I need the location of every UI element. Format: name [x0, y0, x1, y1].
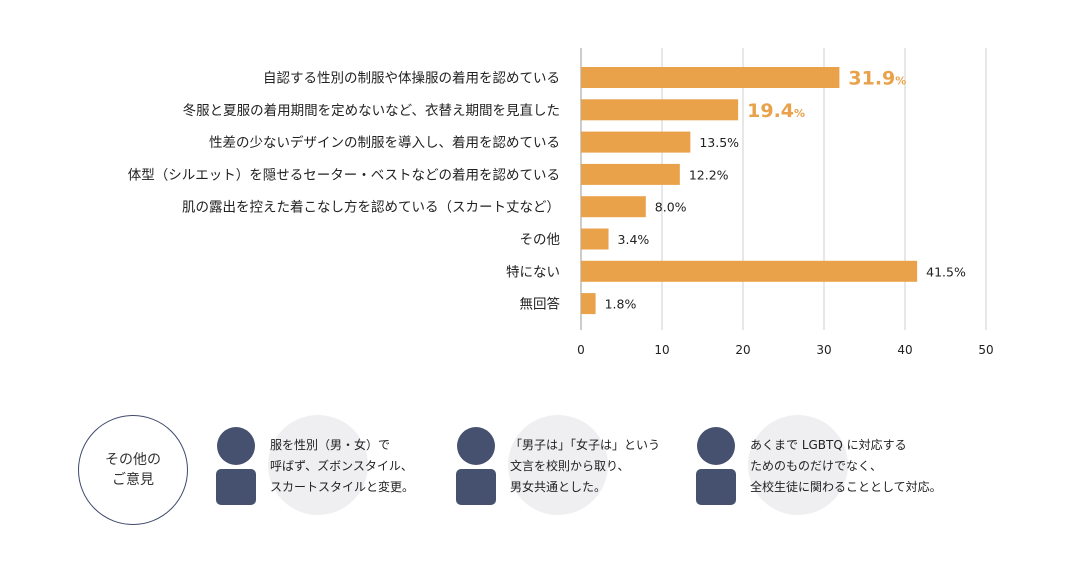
opinion-line: 服を性別（男・女）で [270, 438, 391, 452]
bar-chart: 0 10 20 30 40 50 自認する性別の制服や体操服の着用を認めている 31.9% 冬服… [128, 48, 994, 357]
badge-line-2: ご意見 [112, 472, 154, 488]
opinion-line: ためのものだけでなく、 [750, 459, 883, 473]
category-label: 肌の露出を控えた着こなし方を認めている（スカート丈など） [182, 199, 560, 216]
opinion-line: 「男子は」「女子は」という [510, 438, 661, 452]
opinion-line: 文言を校則から取り、 [510, 459, 630, 473]
person-icon [456, 427, 496, 505]
opinion-item-2: 「男子は」「女子は」という 文言を校則から取り、 男女共通とした。 [456, 415, 716, 515]
category-label: 性差の少ないデザインの制服を導入し、着用を認めている [209, 134, 560, 151]
opinion-bg-circle [508, 415, 608, 515]
value-label: 13.5% [699, 135, 739, 150]
badge-line-1: その他の [105, 452, 161, 468]
value-label: 1.8% [605, 297, 637, 312]
opinion-text: あくまで LGBTQ に対応する ためのものだけでなく、 全校生徒に関わることと… [750, 435, 942, 498]
bar [581, 228, 609, 250]
opinion-bg-circle [268, 415, 368, 515]
x-tick-label: 30 [816, 343, 831, 357]
person-icon [696, 427, 736, 505]
value-label: 31.9% [848, 68, 906, 90]
x-tick-label: 50 [978, 343, 993, 357]
category-label: 体型（シルエット）を隠せるセーター・ベストなどの着用を認めている [128, 166, 560, 183]
value-label: 8.0% [655, 200, 687, 215]
value-label: 19.4% [747, 100, 805, 122]
x-tick-label: 10 [654, 343, 669, 357]
opinion-line: 男女共通とした。 [510, 480, 607, 494]
bar [581, 196, 646, 218]
category-label: 無回答 [520, 296, 561, 313]
opinion-line: 呼ばず、ズボンスタイル、 [270, 459, 413, 473]
opinion-item-1: 服を性別（男・女）で 呼ばず、ズボンスタイル、 スカートスタイルと変更。 [216, 415, 476, 515]
person-icon [216, 427, 256, 505]
bar [581, 163, 680, 185]
bar [581, 293, 596, 315]
other-opinions-badge: その他の ご意見 [78, 415, 188, 525]
opinion-line: スカートスタイルと変更。 [270, 480, 415, 494]
value-label: 12.2% [689, 167, 729, 182]
x-tick-label: 40 [897, 343, 912, 357]
value-label: 3.4% [618, 232, 650, 247]
category-label: 特にない [506, 264, 560, 280]
opinion-bg-circle [748, 415, 848, 515]
opinion-text: 服を性別（男・女）で 呼ばず、ズボンスタイル、 スカートスタイルと変更。 [270, 435, 414, 498]
value-unit: % [895, 75, 906, 88]
opinion-item-3: あくまで LGBTQ に対応する ためのものだけでなく、 全校生徒に関わることと… [696, 415, 956, 515]
x-tick-label: 20 [735, 343, 750, 357]
category-label: 冬服と夏服の着用期間を定めないなど、衣替え期間を見直した [183, 102, 560, 119]
bar [581, 260, 918, 282]
bar [581, 99, 739, 121]
value-unit: % [794, 107, 805, 120]
x-tick-label: 0 [577, 343, 585, 357]
opinion-line: あくまで LGBTQ に対応する [750, 438, 907, 452]
bar [581, 67, 840, 88]
category-label: 自認する性別の制服や体操服の着用を認めている [263, 70, 560, 87]
opinion-text: 「男子は」「女子は」という 文言を校則から取り、 男女共通とした。 [510, 435, 660, 498]
value-label: 41.5% [926, 264, 966, 279]
bar [581, 131, 691, 153]
category-label: その他 [520, 232, 561, 248]
opinion-line: 全校生徒に関わることとして対応。 [750, 480, 942, 494]
